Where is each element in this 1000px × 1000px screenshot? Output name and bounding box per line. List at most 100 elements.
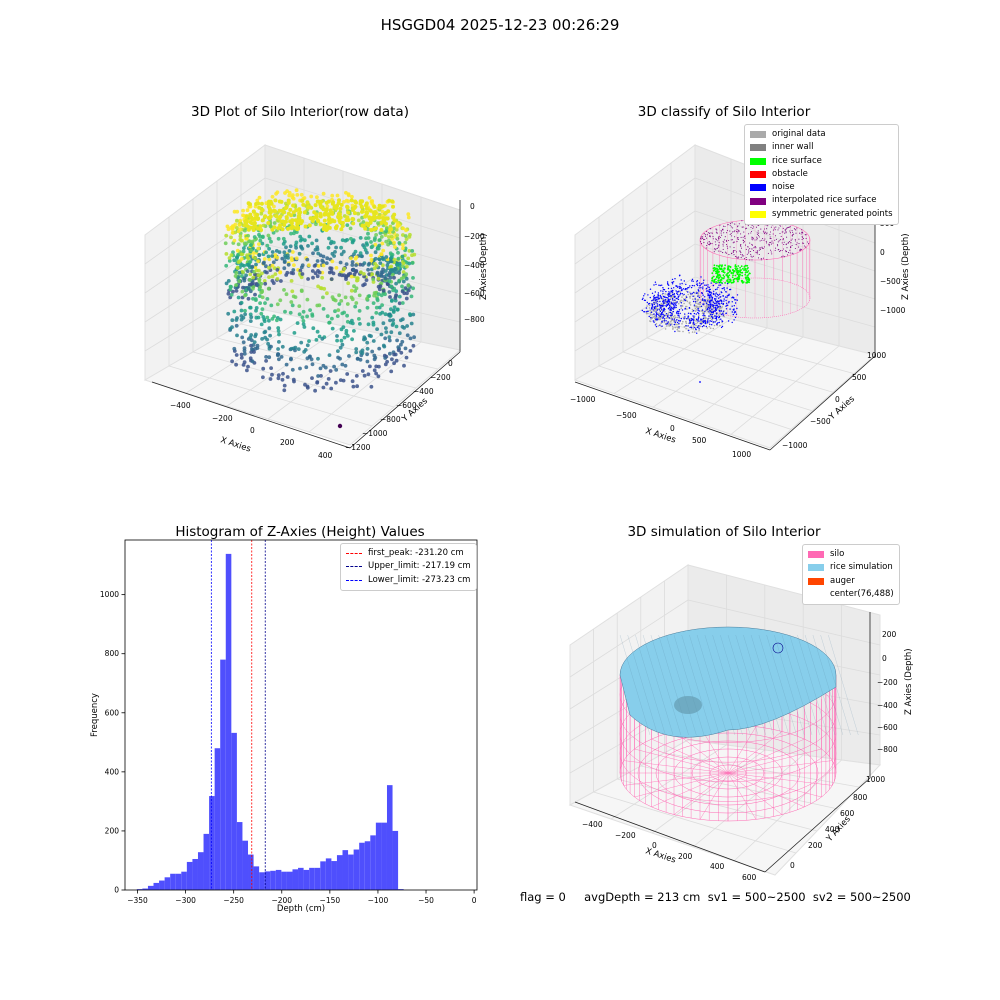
scatter-point [239, 355, 244, 360]
interpolated-point [740, 244, 742, 246]
p2-ztick: 0 [880, 248, 885, 257]
scatter-point [282, 383, 287, 388]
noise-point [687, 317, 689, 319]
scatter-point [338, 345, 343, 350]
original-point [712, 312, 715, 315]
scatter-point [240, 270, 245, 274]
scatter-point [321, 385, 326, 390]
noise-point [702, 317, 705, 320]
scatter-point [260, 295, 265, 300]
scatter-point [264, 264, 268, 269]
scatter-point [249, 333, 254, 337]
interpolated-point [787, 242, 789, 244]
interpolated-point [750, 253, 752, 255]
interpolated-point [751, 224, 753, 227]
scatter-point [393, 296, 398, 300]
interpolated-point [755, 226, 758, 228]
histogram-bar [231, 732, 237, 890]
scatter-point [340, 273, 344, 278]
noise-point [659, 307, 661, 309]
scatter-point [235, 255, 239, 260]
scatter-point [396, 250, 400, 255]
scatter-point [392, 240, 396, 245]
scatter-point [321, 227, 326, 232]
noise-point [699, 284, 701, 286]
noise-point [663, 315, 666, 317]
scatter-point [232, 238, 237, 243]
rice-surface-point [729, 280, 731, 283]
scatter-point [382, 344, 387, 349]
scatter-point [259, 228, 264, 232]
noise-point [675, 306, 677, 309]
scatter-point [377, 203, 382, 208]
noise-point [736, 299, 738, 301]
original-point [655, 300, 657, 303]
noise-point [670, 306, 672, 309]
scatter-point [317, 334, 322, 339]
scatter-point [384, 273, 389, 277]
noise-point [721, 301, 723, 303]
scatter-point [243, 293, 247, 298]
noise-point [722, 312, 724, 315]
p2-ytick: 1000 [867, 351, 886, 360]
interpolated-point [756, 236, 758, 238]
scatter-point [385, 216, 390, 221]
scatter-point [242, 351, 247, 356]
scatter-point [352, 206, 357, 211]
scatter-point [362, 373, 367, 378]
noise-point [707, 320, 709, 322]
noise-point [648, 302, 651, 305]
scatter-point [235, 316, 239, 320]
scatter-point [282, 223, 287, 227]
rice-surface-point [719, 268, 722, 271]
noise-point [681, 309, 684, 311]
noise-point [710, 295, 712, 297]
p2-xtick: −500 [616, 411, 637, 420]
scatter-point [384, 330, 389, 334]
grid-line [730, 345, 840, 435]
scatter-point [339, 252, 344, 257]
noise-point [644, 293, 646, 295]
histogram-bar [292, 869, 299, 890]
scatter-point [289, 300, 294, 304]
interpolated-point [756, 233, 758, 236]
scatter-point [301, 202, 306, 207]
scatter-point [388, 351, 392, 356]
scatter-point [316, 264, 321, 268]
interpolated-point [772, 242, 774, 244]
noise-point [659, 310, 662, 313]
scatter-point [370, 315, 375, 320]
original-point [709, 317, 711, 319]
histogram-bar [209, 796, 215, 890]
rice-surface-point [737, 269, 739, 272]
interpolated-point [751, 236, 753, 238]
noise-point [679, 312, 681, 315]
scatter-point [314, 222, 318, 227]
histogram-bar [164, 877, 171, 890]
scatter-point [302, 210, 307, 215]
interpolated-point [777, 241, 779, 243]
silo-floor-spoke [623, 760, 729, 774]
noise-point [726, 282, 729, 285]
scatter-point [247, 239, 252, 244]
p4-ztick: −200 [877, 678, 898, 687]
scatter-point [315, 245, 320, 249]
scatter-point [333, 225, 338, 230]
scatter-point [387, 338, 392, 343]
scatter-point [237, 279, 242, 284]
noise-point [676, 301, 678, 303]
original-point [716, 308, 719, 310]
interpolated-point [734, 223, 736, 225]
noise-point [720, 318, 722, 320]
rice-mesh-line [635, 634, 666, 736]
scatter-point [257, 252, 262, 257]
rice-mesh-line [743, 634, 774, 736]
interpolated-point [706, 245, 708, 247]
interpolated-point [803, 242, 805, 244]
grid-line [264, 276, 461, 323]
original-point [699, 305, 701, 308]
interpolated-point [751, 244, 753, 246]
original-point [657, 325, 660, 327]
histogram-bar [364, 841, 371, 890]
scatter-point [235, 226, 239, 230]
